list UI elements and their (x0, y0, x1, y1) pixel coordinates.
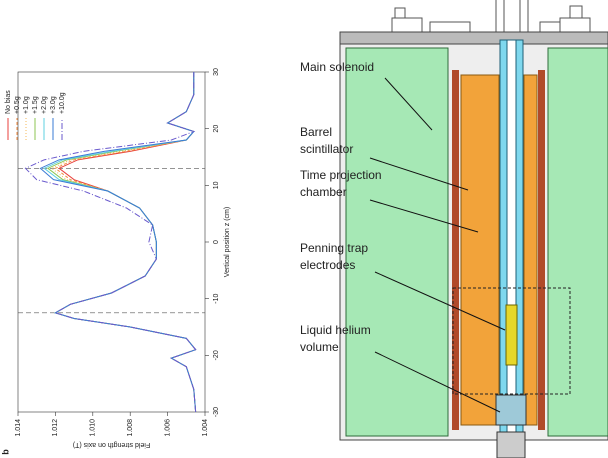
label-barrel: scintillator (300, 142, 353, 156)
y-tick-label: 1.012 (52, 419, 59, 437)
label-main-solenoid: Main solenoid (300, 60, 374, 74)
x-tick-label: 0 (213, 240, 220, 244)
y-tick-label: 1.006 (164, 419, 171, 437)
y-tick-label: 1.008 (127, 419, 134, 437)
trap-tube (506, 39, 517, 441)
scintillator-right (538, 70, 545, 430)
legend-label: +2.0g (41, 96, 48, 114)
label-penning: electrodes (300, 258, 355, 272)
label-helium: volume (300, 340, 339, 354)
x-axis-title: Vertical position z (cm) (224, 207, 231, 277)
series-line (24, 72, 197, 413)
series-line (54, 72, 197, 413)
series-line (39, 72, 197, 413)
inset-box (452, 287, 571, 395)
solenoid-right (547, 47, 608, 437)
label-penning: Penning trap (300, 241, 368, 255)
top-flange (339, 31, 608, 45)
legend-label: +1.5g (32, 96, 39, 114)
y-axis-title: Field strength on axis (T) (73, 441, 150, 448)
legend-label: +1.0g (23, 96, 30, 114)
field-chart: -30 -20 -10 0 10 20 30 1.004 1.006 1.008 1.010 1.01… (0, 68, 230, 455)
legend-label: +0.5g (14, 96, 21, 114)
legend-label: No bias (5, 90, 12, 114)
label-barrel: Barrel (300, 125, 332, 139)
x-tick-label: 30 (213, 68, 220, 76)
x-tick-label: -20 (213, 350, 220, 360)
y-tick-label: 1.014 (15, 419, 22, 437)
y-tick-label: 1.004 (202, 419, 209, 437)
electrodes (505, 304, 518, 366)
x-tick-label: 20 (213, 125, 220, 133)
label-helium: Liquid helium (300, 323, 371, 337)
helium-volume (495, 394, 527, 426)
x-tick-label: -10 (213, 294, 220, 304)
series-line (54, 72, 197, 413)
x-tick-label: 10 (213, 181, 220, 189)
tpc-right (523, 74, 538, 426)
label-tpc: chamber (300, 185, 347, 199)
panel-label: b (0, 449, 10, 455)
solenoid-left (345, 47, 449, 437)
scintillator-left (452, 70, 459, 430)
leader-lines (369, 77, 506, 413)
x-tick-label: -30 (213, 407, 220, 417)
bottom-hardware (496, 431, 526, 458)
tpc-left (460, 74, 500, 426)
series-line (43, 72, 197, 413)
label-tpc: Time projection (300, 168, 382, 182)
y-tick-label: 1.010 (90, 419, 97, 437)
legend-label: +3.0g (50, 96, 57, 114)
apparatus-diagram: Main solenoid Barrel scintillator Time p… (300, 0, 608, 458)
legend-label: +10.0g (59, 92, 66, 114)
series-line (50, 72, 197, 413)
series-line (46, 72, 197, 413)
